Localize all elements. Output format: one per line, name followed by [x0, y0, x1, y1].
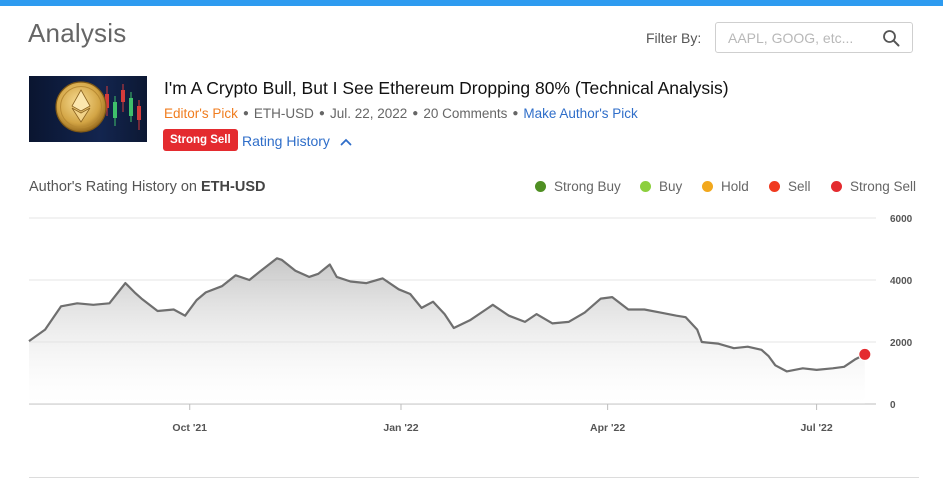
chart-heading-ticker: ETH-USD: [201, 179, 266, 195]
article-date: Jul. 22, 2022: [329, 105, 408, 121]
legend-dot-hold: [702, 181, 713, 192]
rating-history-label: Rating History: [242, 133, 330, 149]
section-divider: [29, 477, 919, 478]
legend-label-strong-sell: Strong Sell: [850, 179, 917, 194]
legend-buy[interactable]: Buy: [640, 179, 682, 195]
y-tick-label: 4000: [890, 276, 913, 287]
legend-label-sell: Sell: [788, 179, 811, 194]
legend-label-hold: Hold: [721, 179, 749, 194]
legend-strong-sell[interactable]: Strong Sell: [831, 179, 916, 195]
article-thumbnail[interactable]: [29, 76, 147, 142]
rating-badge: Strong Sell: [163, 129, 238, 151]
price-area: [29, 258, 865, 404]
comments-link[interactable]: 20 Comments: [423, 105, 508, 121]
make-authors-pick-link[interactable]: Make Author's Pick: [523, 105, 638, 121]
rating-history-chart: 0 2000 4000 6000 Oct '21 Jan '22 Apr '22 Jul '…: [28, 214, 913, 434]
legend-sell[interactable]: Sell: [769, 179, 811, 195]
chart-heading-prefix: Author's Rating History on: [29, 179, 197, 195]
chevron-up-icon: [340, 139, 352, 146]
price-line: [28, 257, 866, 373]
meta-separator: ●: [242, 107, 249, 119]
filter-input[interactable]: [728, 29, 878, 47]
article-ticker[interactable]: ETH-USD: [253, 105, 314, 121]
legend-label-buy: Buy: [659, 179, 683, 194]
meta-separator: ●: [318, 107, 325, 119]
candlestick-decor: [105, 84, 141, 130]
y-tick-label: 2000: [890, 338, 913, 349]
legend-dot-sell: [769, 181, 780, 192]
legend-hold[interactable]: Hold: [702, 179, 749, 195]
legend-dot-buy: [640, 181, 651, 192]
legend-label-strong-buy: Strong Buy: [554, 179, 621, 194]
x-tick-label: Jul '22: [800, 422, 832, 434]
meta-separator: ●: [412, 107, 419, 119]
top-accent-bar: [0, 0, 943, 6]
meta-separator: ●: [512, 107, 519, 119]
x-axis-ticks: Oct '21 Jan '22 Apr '22 Jul '22: [172, 404, 833, 434]
article-title[interactable]: I'm A Crypto Bull, But I See Ethereum Dr…: [164, 78, 729, 98]
x-tick-label: Jan '22: [383, 422, 418, 434]
x-tick-label: Apr '22: [590, 422, 625, 434]
ethereum-coin-icon: [55, 81, 107, 133]
legend-dot-strong-buy: [535, 181, 546, 192]
filter-box[interactable]: [715, 22, 913, 53]
x-tick-label: Oct '21: [172, 422, 207, 434]
article-meta: Editor's Pick ● ETH-USD ● Jul. 22, 2022 ● 20 C…: [164, 105, 638, 121]
y-axis-ticks: 0 2000 4000 6000: [890, 214, 913, 411]
legend-dot-strong-sell: [831, 181, 842, 192]
filter-label: Filter By:: [646, 30, 702, 46]
y-tick-label: 6000: [890, 214, 913, 225]
page-title: Analysis: [28, 18, 127, 48]
y-tick-label: 0: [890, 400, 896, 411]
legend-strong-buy[interactable]: Strong Buy: [535, 179, 621, 195]
chart-heading: Author's Rating History on ETH-USD: [29, 179, 265, 195]
rating-history-toggle[interactable]: Rating History: [242, 133, 352, 149]
editors-pick-label: Editor's Pick: [164, 105, 238, 121]
rating-marker-strong-sell: [858, 347, 872, 361]
search-icon[interactable]: [882, 29, 900, 47]
rating-markers: [858, 347, 872, 361]
